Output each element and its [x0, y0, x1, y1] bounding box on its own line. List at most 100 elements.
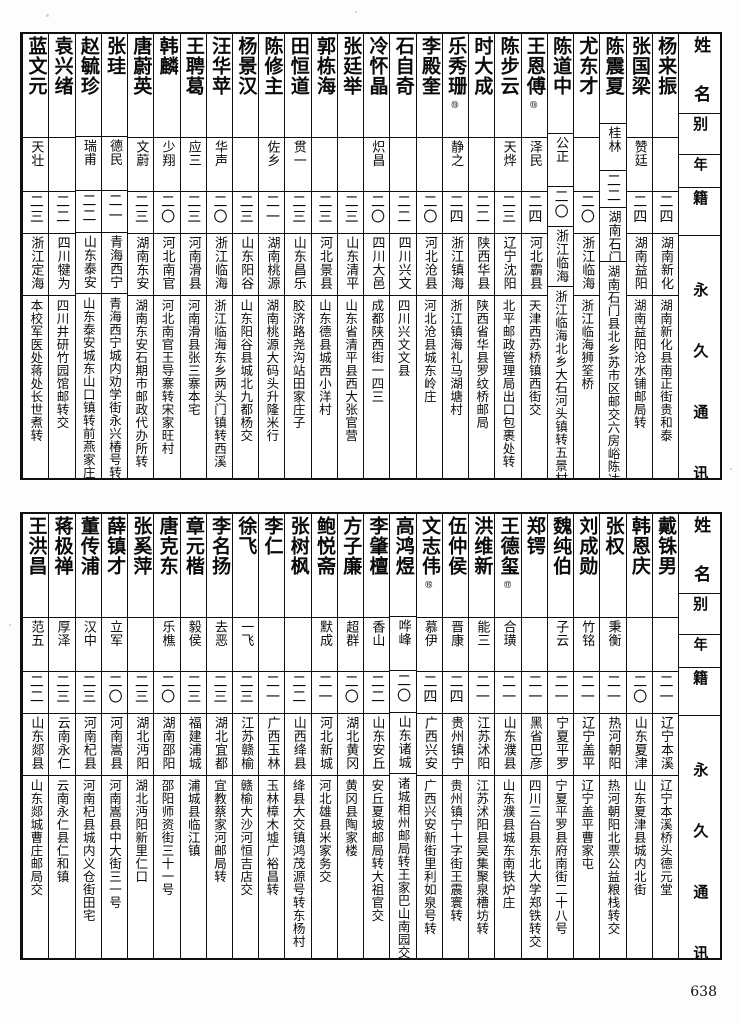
- entry-origin-text: 湖南邵阳: [159, 716, 175, 770]
- annotation-marker: ⑬: [451, 101, 460, 109]
- roster-entry[interactable]: 郭栋海 二三 河北景县 山东德县城西小洋村: [310, 34, 337, 478]
- roster-entry[interactable]: 戴铢男 二一 辽宁本溪 辽宁本溪桥头德元堂: [651, 514, 678, 958]
- entry-name: 章元楷: [180, 514, 206, 618]
- roster-entry[interactable]: 张树枫 二二 山西绛县 绛县大交镇鸿茂源号转东杨村: [284, 514, 311, 958]
- roster-entry[interactable]: 郑锷 二一 黑省巴彦 四川三台县东北大学郑铁转交: [520, 514, 547, 958]
- entry-alias: 桂林: [600, 124, 626, 172]
- entry-address: 山东泰安城东山口镇转前燕家庄: [76, 294, 101, 478]
- roster-entry[interactable]: 李肇檀 香山 二二 山东安丘 安丘夏坡邮局转大祖官交: [363, 514, 390, 958]
- entry-name-text: 王德玺 ⑰: [498, 516, 520, 589]
- roster-entry[interactable]: 陈震夏 桂林 二二 湖南石门 湖南石门县北乡苏市区邮交六房峪陈达轩转: [599, 34, 626, 478]
- roster-entry[interactable]: 鲍悦斋 默成 二一 河北新城 河北雄县米家务交: [310, 514, 337, 958]
- entry-alias: [337, 138, 364, 192]
- roster-entry[interactable]: 王恩傅 ⑬ 泽民 二四 河北霸县 天津西苏桥镇西街交: [520, 34, 547, 478]
- entry-age-text: 二〇: [159, 194, 176, 224]
- entry-alias-text: 佐乡: [264, 140, 280, 167]
- entry-address-text: 四川井研竹园馆邮转交: [54, 299, 70, 429]
- entry-address-text: 安丘夏坡邮局转大祖官交: [369, 779, 385, 922]
- entry-alias: 乐樵: [154, 618, 180, 672]
- entry-name-text: 唐蔚英: [130, 36, 153, 96]
- roster-entry[interactable]: 文志伟 ⑮ 慕伊 二四 广西兴安 广西兴安新街里利如泉号转: [415, 514, 442, 958]
- roster-entry[interactable]: 唐蔚英 文蔚 二三 湖南东安 湖南东安石期市邮政代办所转: [127, 34, 154, 478]
- roster-entry[interactable]: 李名扬 去恶 二三 湖北宜都 宜教蔡家河邮局转: [205, 514, 233, 958]
- roster-entry[interactable]: 魏纯伯 子云 二一 宁夏平罗 宁夏平罗县府南街二十八号: [546, 514, 574, 958]
- entry-address-text: 胶济路尧沟站田家庄子: [290, 299, 306, 429]
- entry-name-text: 李肇檀: [366, 516, 389, 576]
- roster-entry[interactable]: 唐克东 乐樵 二〇 湖南邵阳 邵阳师资街三十一号: [153, 514, 180, 958]
- roster-entry[interactable]: 汪华苹 华声 二〇 浙江临海 浙江临海东乡两头门镇转西溪: [205, 34, 233, 478]
- entry-address: 贵州镇宁十字街王震寰转: [443, 776, 468, 958]
- roster-entry[interactable]: 李仁 二一 广西玉林 玉林樟木墟广裕昌转: [258, 514, 285, 958]
- roster-entry[interactable]: 时大成 二二 陕西华县 陕西省华县罗纹桥邮局: [468, 34, 495, 478]
- roster-entry[interactable]: 王德玺 ⑰ 合璜 二一 山东濮县 山东濮县城东南铁炉庄: [494, 514, 521, 958]
- roster-entry[interactable]: 赵毓珍 瑞甫 二二 山东泰安 山东泰安城东山口镇转前燕家庄: [74, 34, 101, 478]
- entry-age-text: 二二: [290, 674, 307, 704]
- entry-alias-text: 德民: [107, 139, 123, 167]
- entry-address: 天津西苏桥镇西街交: [522, 296, 547, 478]
- roster-entry[interactable]: 薛镇才 立军 二〇 河南嵩县 河南嵩县中大街三一号: [100, 514, 128, 958]
- entry-name: 王洪昌: [23, 514, 49, 618]
- entry-address: 四川兴文文县: [390, 296, 415, 478]
- header-age-text: 年 龄: [691, 637, 708, 668]
- entry-origin: 青海西宁: [101, 233, 128, 295]
- roster-entry[interactable]: 方子廉 超群 二〇 湖北黄冈 黄冈县陶家楼: [336, 514, 364, 958]
- entry-origin: 四川兴文: [390, 234, 416, 296]
- roster-entry[interactable]: 陈道中 公正 二〇 浙江临海 浙江临海北乡大石河头镇转五景村: [546, 34, 574, 478]
- roster-entry[interactable]: 张国梁 赞廷 二四 湖南益阳 湖南益阳沧水铺邮局转: [625, 34, 652, 478]
- roster-entry[interactable]: 董传浦 汉中 二三 河南杞县 河南杞县城内义仓街田宅: [74, 514, 101, 958]
- entry-alias-text: 去恶: [212, 620, 228, 647]
- roster-entry[interactable]: 蒋极禅 厚泽 二三 云南永仁 云南永仁县仁和镇: [48, 514, 75, 958]
- entry-origin-text: 山东诸城: [395, 714, 411, 769]
- roster-entry[interactable]: 伍仲侯 晋康 二四 贵州镇宁 贵州镇宁十字街王震寰转: [441, 514, 469, 958]
- roster-entry[interactable]: 陈修主 佐乡 二一 湖南桃源 湖南桃源大码头升隆米行: [258, 34, 285, 478]
- entry-age: 二三: [311, 192, 337, 234]
- roster-entry[interactable]: 杨景汉 二三 山东阳谷 山东阳谷县城北九都杨交: [232, 34, 259, 478]
- roster-entry[interactable]: 陈步云 天烨 二三 辽宁沈阳 北平邮政管理局出口包裹处转: [494, 34, 521, 478]
- roster-entry[interactable]: 韩恩庆 二〇 山东夏津 山东夏津县城内北街: [625, 514, 652, 958]
- entry-origin-text: 河北新城: [316, 716, 332, 770]
- entry-age: 二三: [128, 672, 154, 714]
- roster-entry[interactable]: 张珪 德民 二一 青海西宁 青海西宁城内劝学街永兴椿号转: [100, 34, 128, 478]
- entry-address-text: 山东夏津县城内北街: [631, 779, 647, 896]
- entry-origin-text: 山东夏津: [631, 716, 647, 770]
- roster-entry[interactable]: 田恒道 贯一 二三 山东昌乐 胶济路尧沟站田家庄子: [284, 34, 311, 478]
- entry-address: 浙江临海北乡大石河头镇转五景村: [548, 287, 573, 478]
- entry-address: 浙江临海东乡两头门镇转西溪: [207, 296, 232, 478]
- entry-address: 河北雄县米家务交: [312, 776, 337, 958]
- roster-entry[interactable]: 乐秀珊 ⑬ 静之 二四 浙江镇海 浙江镇海礼马湖塘村: [441, 34, 469, 478]
- entry-alias: [521, 618, 547, 672]
- entry-alias: 香山: [364, 618, 390, 672]
- roster-entry[interactable]: 刘成勋 竹铭 二一 辽宁盖平 辽宁盖平曹家屯: [573, 514, 600, 958]
- entry-name: 郭栋海: [311, 34, 337, 138]
- roster-entry[interactable]: 蓝文元 天壮 二三 浙江定海 本校军医处蒋处长世煮转: [22, 34, 49, 478]
- roster-entry[interactable]: 高鸿煜 哗峰 二〇 山东诸城 诸城相州邮局转王家巴山南园交: [389, 514, 416, 958]
- entry-age: 二〇: [101, 672, 128, 714]
- entry-age-text: 二三: [237, 194, 254, 224]
- roster-entry[interactable]: 王洪昌 范五 二二 山东郯县 山东郯城曹庄邮局交: [22, 514, 49, 958]
- roster-entry[interactable]: 章元楷 毅侯 二三 福建浦城 浦城县临江镇: [179, 514, 206, 958]
- roster-entry[interactable]: 杨来振 二四 湖南新化 湖南新化县南正街贵和泰: [651, 34, 678, 478]
- roster-entry[interactable]: 李殿奎 二〇 河北沧县 河北沧县城东岭庄: [415, 34, 442, 478]
- entry-name: 高鸿煜: [390, 514, 416, 618]
- roster-entry[interactable]: 张奚萍 二三 湖北沔阳 湖北沔阳新里仁口: [127, 514, 154, 958]
- roster-entry[interactable]: 尤东才 二〇 浙江临海 浙江临海狮筌桥: [573, 34, 600, 478]
- entry-name: 蒋极禅: [49, 514, 75, 618]
- roster-entry[interactable]: 王聘葛 应三 二三 河南滑县 河南滑县张三寨本宅: [179, 34, 206, 478]
- roster-entry[interactable]: 洪维新 能三 二一 江苏沭阳 江苏沭阳县吴集聚泉槽坊转: [468, 514, 495, 958]
- roster-entry[interactable]: 张廷举 二三 山东清平 山东省清平县西大张官营: [336, 34, 364, 478]
- roster-entry[interactable]: 韩麟 少翔 二〇 河北南官 河北南官王导寨转宋家旺村: [153, 34, 180, 478]
- entry-origin-text: 广西兴安: [421, 716, 437, 770]
- entry-alias: 竹铭: [574, 618, 600, 672]
- entry-name: 张廷举: [337, 34, 364, 138]
- entry-age-text: 二一: [500, 674, 517, 704]
- entry-name-text: 郑锷: [523, 516, 546, 556]
- entry-origin-text: 河北南官: [159, 236, 175, 290]
- entry-age: 二一: [652, 672, 678, 714]
- roster-entry[interactable]: 袁兴绪 二二 四川犍为 四川井研竹园馆邮转交: [48, 34, 75, 478]
- entry-age-text: 二〇: [578, 194, 595, 224]
- roster-entry[interactable]: 徐飞 一飞 二三 江苏赣榆 赣榆大沙河恒吉店交: [232, 514, 259, 958]
- roster-entry[interactable]: 冷怀晶 炽昌 二〇 四川大邑 成都陕西街一四三: [363, 34, 390, 478]
- entry-origin-text: 浙江定海: [28, 236, 44, 290]
- roster-entry[interactable]: 张权 秉衡 二一 热河朝阳 热河朝阳北票公益粮栈转交: [599, 514, 626, 958]
- roster-entry[interactable]: 石自奇 二二 四川兴文 四川兴文文县: [389, 34, 416, 478]
